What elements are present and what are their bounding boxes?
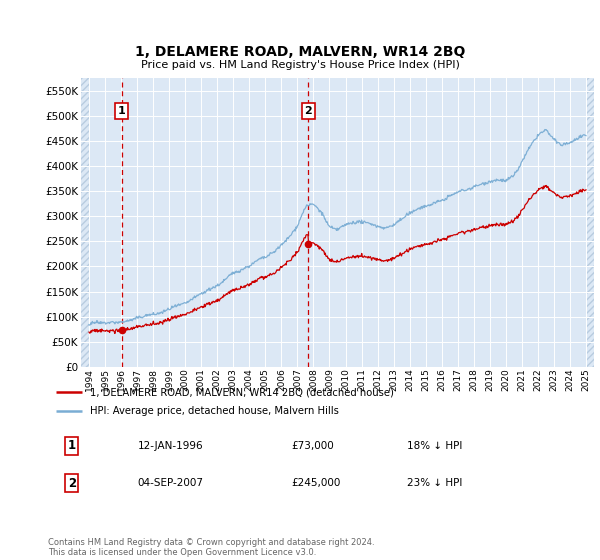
Text: 12-JAN-1996: 12-JAN-1996 (138, 441, 203, 451)
Text: 1, DELAMERE ROAD, MALVERN, WR14 2BQ (detached house): 1, DELAMERE ROAD, MALVERN, WR14 2BQ (det… (90, 387, 394, 397)
Text: 2: 2 (68, 477, 76, 490)
Text: 2: 2 (304, 106, 312, 116)
Text: £245,000: £245,000 (291, 478, 340, 488)
Text: 04-SEP-2007: 04-SEP-2007 (138, 478, 204, 488)
Text: 1: 1 (68, 439, 76, 452)
Text: HPI: Average price, detached house, Malvern Hills: HPI: Average price, detached house, Malv… (90, 407, 339, 417)
Text: Contains HM Land Registry data © Crown copyright and database right 2024.
This d: Contains HM Land Registry data © Crown c… (48, 538, 374, 557)
Text: £73,000: £73,000 (291, 441, 334, 451)
Text: 18% ↓ HPI: 18% ↓ HPI (407, 441, 463, 451)
Text: Price paid vs. HM Land Registry's House Price Index (HPI): Price paid vs. HM Land Registry's House … (140, 60, 460, 70)
Text: 23% ↓ HPI: 23% ↓ HPI (407, 478, 463, 488)
Text: 1: 1 (118, 106, 125, 116)
Text: 1, DELAMERE ROAD, MALVERN, WR14 2BQ: 1, DELAMERE ROAD, MALVERN, WR14 2BQ (135, 45, 465, 59)
